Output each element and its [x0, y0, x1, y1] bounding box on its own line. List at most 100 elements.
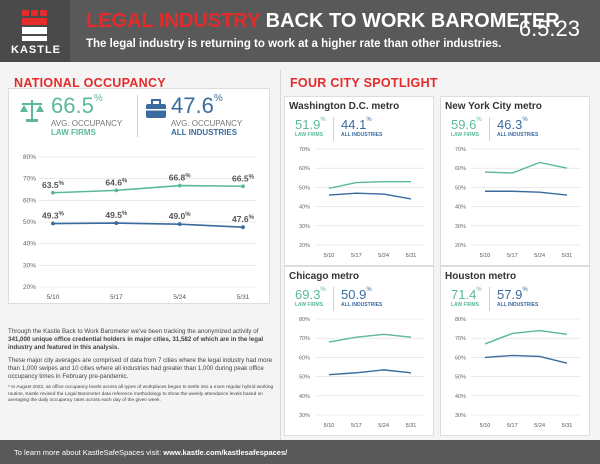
city-stat-separator: [489, 117, 490, 141]
x-tick-label: 5/10: [324, 253, 335, 259]
footer-bar: To learn more about KastleSafeSpaces vis…: [0, 440, 600, 464]
report-date: 6.5.23: [518, 16, 580, 41]
data-label: 49.0%: [169, 211, 192, 221]
city-law-label: LAW FIRMS: [451, 132, 480, 138]
x-tick-label: 5/17: [507, 423, 518, 429]
city-card-dc: Washington D.C. metro 51.9% LAW FIRMS 44…: [284, 96, 434, 266]
x-tick-label: 5/10: [480, 253, 491, 259]
footnote: * In August 2022, as office occupancy le…: [8, 385, 274, 404]
city-all-unit: %: [522, 287, 528, 293]
city-law-stat: 71.4% LAW FIRMS: [451, 287, 482, 308]
city-all-value: 50.9: [341, 287, 367, 302]
x-tick-label: 5/24: [378, 423, 389, 429]
city-all-unit: %: [522, 117, 528, 123]
footer-link[interactable]: www.kastle.com/kastlesafespaces/: [163, 448, 288, 457]
y-tick-label: 80%: [455, 317, 466, 323]
x-tick-label: 5/31: [562, 253, 573, 259]
city-card-nyc: New York City metro 59.6% LAW FIRMS 46.3…: [440, 96, 590, 266]
city-law-stat: 69.3% LAW FIRMS: [295, 287, 326, 308]
y-tick-label: 80%: [299, 317, 310, 323]
data-label: 49.5%: [105, 210, 128, 220]
data-point: [241, 184, 245, 189]
data-point: [177, 183, 182, 188]
national-all-unit: %: [213, 93, 223, 104]
national-section-title: NATIONAL OCCUPANCY: [14, 76, 166, 90]
column-divider: [280, 70, 281, 454]
city-chart-nyc: 70% 60% 50% 40% 30% 20% 5/10 5/17 5/24 5/31: [455, 147, 581, 259]
data-label: 47.6%: [232, 214, 255, 224]
y-tick-label: 30%: [23, 262, 36, 269]
y-tick-label: 50%: [23, 219, 36, 226]
city-name: Chicago metro: [289, 271, 360, 282]
scales-icon: [20, 100, 44, 122]
data-point: [177, 222, 182, 227]
y-tick-label: 40%: [455, 394, 466, 400]
y-tick-label: 40%: [23, 241, 36, 248]
y-tick-label: 60%: [299, 166, 310, 172]
city-card-houston: Houston metro 71.4% LAW FIRMS 57.9% ALL …: [440, 266, 590, 436]
y-tick-label: 60%: [455, 166, 466, 172]
city-law-label: LAW FIRMS: [295, 302, 324, 308]
city-all-label: ALL INDUSTRIES: [497, 302, 539, 308]
national-law-unit: %: [93, 93, 103, 104]
city-stat-separator: [333, 117, 334, 141]
data-point: [241, 225, 245, 230]
x-tick-label: 5/17: [507, 253, 518, 259]
y-tick-label: 20%: [455, 243, 466, 249]
data-point: [114, 221, 119, 225]
y-tick-label: 20%: [299, 243, 310, 249]
x-tick-label: 5/17: [110, 294, 123, 301]
data-point: [114, 188, 119, 193]
y-tick-label: 40%: [455, 205, 466, 211]
series-line-law-firms: [484, 329, 568, 345]
city-all-value: 44.1: [341, 117, 367, 132]
city-stat-separator: [489, 287, 490, 311]
city-all-unit: %: [366, 117, 372, 123]
y-tick-label: 70%: [455, 147, 466, 153]
paragraph-1-bold: 341,000 unique office credential holders…: [8, 336, 264, 352]
title-highlight: LEGAL INDUSTRY: [86, 10, 261, 32]
series-line-all-industries: [52, 222, 244, 228]
national-chart: 80% 70% 60% 50% 40% 30% 20% 5/10 5/17 5/24 5/31 63.…: [23, 154, 257, 301]
city-chart-dc: 70% 60% 50% 40% 30% 20% 5/10 5/17 5/24 5/31: [299, 147, 425, 259]
x-tick-label: 5/10: [480, 423, 491, 429]
y-tick-label: 30%: [455, 224, 466, 230]
x-tick-label: 5/17: [351, 423, 362, 429]
city-chart-chicago: 80% 70% 60% 50% 40% 30% 5/10 5/17 5/24 5/31: [299, 317, 425, 429]
city-law-stat: 51.9% LAW FIRMS: [295, 117, 326, 138]
series-line-all-industries: [328, 192, 412, 200]
city-all-label: ALL INDUSTRIES: [341, 132, 383, 138]
city-law-unit: %: [320, 287, 326, 293]
national-all-stat: 47.6% AVG. OCCUPANCY ALL INDUSTRIES: [171, 93, 242, 137]
data-label: 64.6%: [105, 177, 128, 187]
city-law-value: 59.6: [451, 117, 477, 132]
y-tick-label: 60%: [299, 355, 310, 361]
y-tick-label: 20%: [23, 284, 36, 291]
y-tick-label: 40%: [299, 394, 310, 400]
city-law-unit: %: [320, 117, 326, 123]
series-line-law-firms: [52, 184, 244, 194]
national-all-value: 47.6: [171, 93, 214, 118]
city-all-value: 46.3: [497, 117, 523, 132]
data-label: 66.8%: [169, 173, 192, 183]
city-name: New York City metro: [445, 101, 542, 112]
y-tick-label: 70%: [299, 147, 310, 153]
city-all-stat: 57.9% ALL INDUSTRIES: [497, 287, 538, 308]
national-law-label1: AVG. OCCUPANCY: [51, 119, 123, 128]
header-bar: KASTLE LEGAL INDUSTRY BACK TO WORK BAROM…: [0, 0, 600, 62]
national-law-label2: LAW FIRMS: [51, 128, 96, 137]
city-law-value: 71.4: [451, 287, 477, 302]
y-tick-label: 50%: [455, 185, 466, 191]
x-tick-label: 5/24: [534, 423, 545, 429]
y-tick-label: 60%: [23, 197, 36, 204]
city-law-unit: %: [476, 287, 482, 293]
national-law-value: 66.5: [51, 93, 94, 118]
city-law-value: 51.9: [295, 117, 321, 132]
city-all-value: 57.9: [497, 287, 523, 302]
x-tick-label: 5/31: [406, 253, 417, 259]
x-tick-label: 5/31: [562, 423, 573, 429]
national-all-label2: ALL INDUSTRIES: [171, 128, 238, 137]
x-tick-label: 5/24: [378, 253, 389, 259]
city-all-unit: %: [366, 287, 372, 293]
city-all-label: ALL INDUSTRIES: [497, 132, 539, 138]
